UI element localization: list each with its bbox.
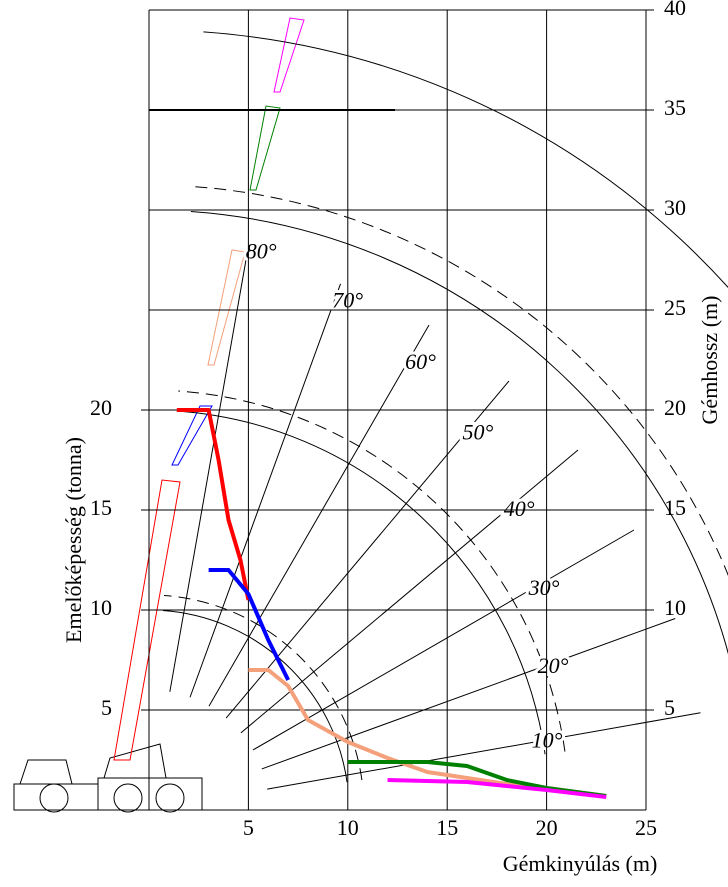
boom xyxy=(250,106,280,190)
boom-arc xyxy=(203,32,728,702)
boom xyxy=(274,18,304,92)
angle-line xyxy=(262,618,675,768)
angle-label: 50° xyxy=(463,420,494,445)
y-tick-label: 10 xyxy=(90,595,112,620)
x-tick-label: 15 xyxy=(436,815,458,840)
crane-house xyxy=(104,744,166,778)
truck-cab xyxy=(20,760,72,784)
y2-tick-label: 20 xyxy=(664,395,686,420)
angle-label: 10° xyxy=(532,727,563,752)
angle-label: 30° xyxy=(528,575,560,600)
boom-arc xyxy=(193,187,728,723)
angle-label: 60° xyxy=(405,349,436,374)
y2-tick-label: 25 xyxy=(664,295,686,320)
y-tick-label: 5 xyxy=(101,695,112,720)
angle-label: 80° xyxy=(246,239,277,264)
angle-line xyxy=(267,713,700,789)
y-tick-label: 20 xyxy=(90,395,112,420)
y2-tick-label: 40 xyxy=(664,0,686,20)
x-axis-title: Gémkinyúlás (m) xyxy=(503,851,658,876)
wheel xyxy=(40,784,68,812)
chart: Gémkinyúlás (m) Emelőképesség (tonna) Gé… xyxy=(0,0,728,882)
wheel xyxy=(156,784,184,812)
y2-axis-title: Gémhossz (m) xyxy=(697,296,722,425)
x-tick-label: 25 xyxy=(635,815,657,840)
angle-line xyxy=(170,259,246,692)
y2-tick-label: 10 xyxy=(664,595,686,620)
wheel xyxy=(114,784,142,812)
y2-tick-label: 15 xyxy=(664,495,686,520)
y-tick-label: 15 xyxy=(90,495,112,520)
x-tick-label: 20 xyxy=(536,815,558,840)
boom xyxy=(114,480,180,760)
angle-label: 40° xyxy=(504,496,535,521)
angle-label: 20° xyxy=(538,653,569,678)
truck-body xyxy=(98,778,202,810)
boom xyxy=(172,406,212,465)
boom xyxy=(208,250,245,365)
y-axis-title: Emelőképesség (tonna) xyxy=(61,437,86,643)
y2-tick-label: 35 xyxy=(664,95,686,120)
y2-tick-label: 5 xyxy=(664,695,675,720)
x-tick-label: 5 xyxy=(243,815,254,840)
y2-tick-label: 30 xyxy=(664,195,686,220)
x-tick-label: 10 xyxy=(337,815,359,840)
truck-cab-base xyxy=(14,784,98,810)
crane-geometry xyxy=(14,10,728,812)
